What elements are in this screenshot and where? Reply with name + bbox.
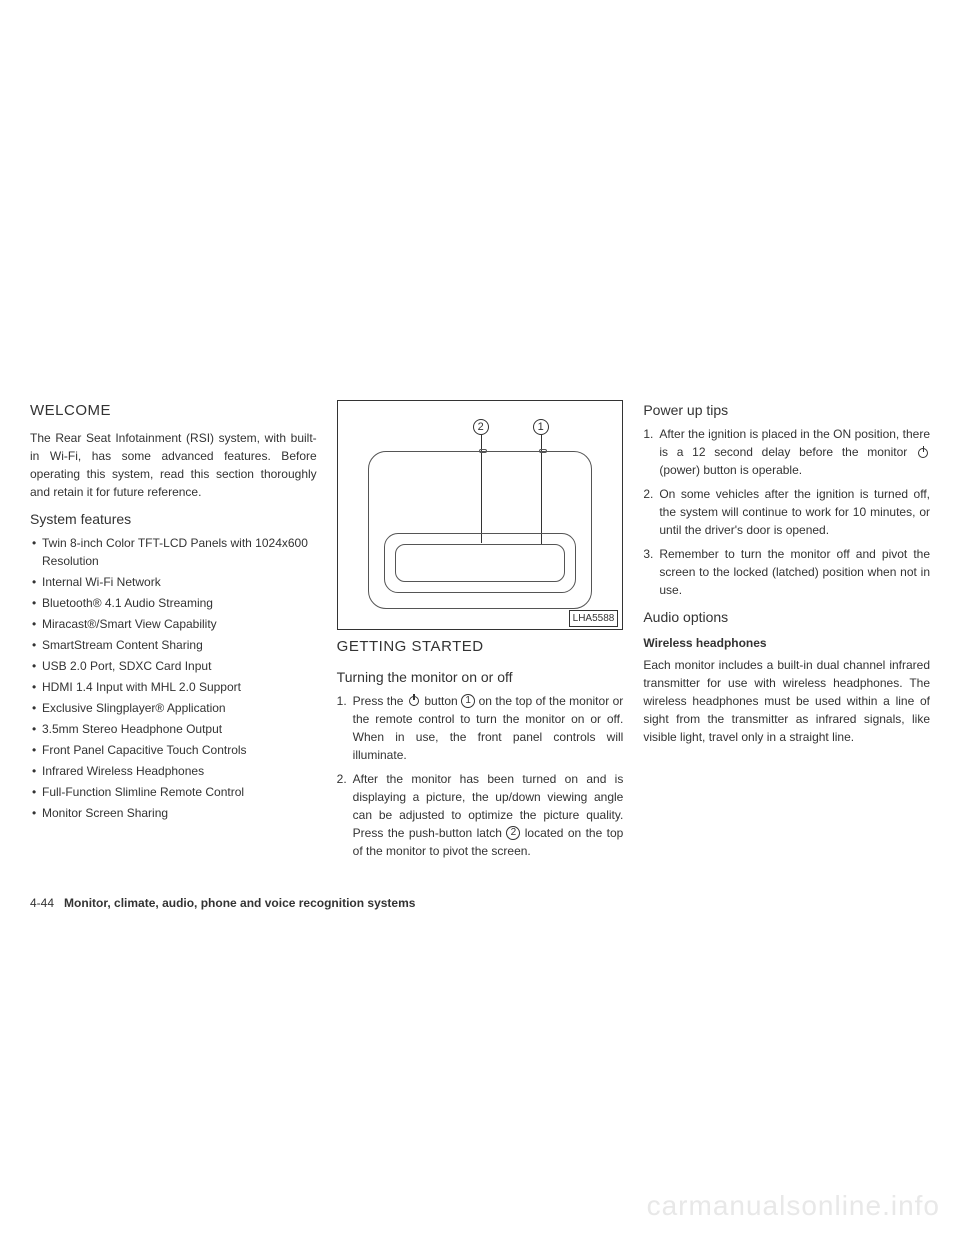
watermark-text: carmanualsonline.info: [647, 1190, 940, 1222]
turning-monitor-heading: Turning the monitor on or off: [337, 667, 624, 688]
feature-item: Exclusive Slingplayer® Application: [30, 699, 317, 717]
feature-item: SmartStream Content Sharing: [30, 636, 317, 654]
step-1: 1. Press the button 1 on the top of the …: [337, 692, 624, 764]
monitor-screen-outline: [384, 533, 577, 593]
tip-1-text-post: (power) button is operable.: [659, 463, 802, 477]
feature-item: Bluetooth® 4.1 Audio Streaming: [30, 594, 317, 612]
wireless-headphones-heading: Wireless headphones: [643, 634, 930, 652]
callout-2-circle: 2: [473, 419, 489, 435]
power-icon: [409, 696, 419, 706]
feature-item: Monitor Screen Sharing: [30, 804, 317, 822]
tip-3: 3. Remember to turn the monitor off and …: [643, 545, 930, 599]
tip-number: 2.: [643, 485, 653, 503]
page-footer: 4-44 Monitor, climate, audio, phone and …: [30, 896, 930, 910]
getting-started-heading: GETTING STARTED: [337, 636, 624, 659]
welcome-heading: WELCOME: [30, 400, 317, 423]
power-up-tips-heading: Power up tips: [643, 400, 930, 421]
welcome-paragraph: The Rear Seat Infotainment (RSI) system,…: [30, 429, 317, 501]
tip-2: 2. On some vehicles after the ignition i…: [643, 485, 930, 539]
tip-number: 3.: [643, 545, 653, 563]
circled-1: 1: [461, 694, 475, 708]
tip-2-text: On some vehicles after the ignition is t…: [659, 487, 930, 537]
step-2: 2. After the monitor has been turned on …: [337, 770, 624, 860]
feature-item: 3.5mm Stereo Headphone Output: [30, 720, 317, 738]
feature-item: HDMI 1.4 Input with MHL 2.0 Support: [30, 678, 317, 696]
audio-options-heading: Audio options: [643, 607, 930, 628]
step-number: 1.: [337, 692, 347, 710]
getting-started-steps: 1. Press the button 1 on the top of the …: [337, 692, 624, 860]
circled-2: 2: [506, 826, 520, 840]
system-features-heading: System features: [30, 509, 317, 530]
features-list: Twin 8-inch Color TFT-LCD Panels with 10…: [30, 534, 317, 822]
feature-item: Twin 8-inch Color TFT-LCD Panels with 10…: [30, 534, 317, 570]
page-number: 4-44: [30, 896, 54, 910]
power-icon: [918, 448, 928, 458]
figure-label: LHA5588: [569, 610, 619, 627]
feature-item: Miracast®/Smart View Capability: [30, 615, 317, 633]
column-1: WELCOME The Rear Seat Infotainment (RSI)…: [30, 400, 317, 866]
callout-1-circle: 1: [533, 419, 549, 435]
power-up-tips-list: 1. After the ignition is placed in the O…: [643, 425, 930, 599]
page-content: WELCOME The Rear Seat Infotainment (RSI)…: [0, 0, 960, 940]
feature-item: Front Panel Capacitive Touch Controls: [30, 741, 317, 759]
feature-item: Internal Wi-Fi Network: [30, 573, 317, 591]
monitor-top-button-2: [479, 449, 487, 453]
tip-3-text: Remember to turn the monitor off and piv…: [659, 547, 930, 597]
footer-section-title: Monitor, climate, audio, phone and voice…: [64, 896, 415, 910]
monitor-inner-outline: [395, 544, 566, 582]
feature-item: Full-Function Slimline Remote Control: [30, 783, 317, 801]
column-2: 2 1 LHA5588 GETTING STARTED Turning the …: [337, 400, 624, 866]
monitor-figure: 2 1 LHA5588: [337, 400, 624, 630]
feature-item: USB 2.0 Port, SDXC Card Input: [30, 657, 317, 675]
wireless-headphones-paragraph: Each monitor includes a built-in dual ch…: [643, 656, 930, 746]
tip-1: 1. After the ignition is placed in the O…: [643, 425, 930, 479]
tip-1-text-pre: After the ignition is placed in the ON p…: [659, 427, 930, 459]
column-3: Power up tips 1. After the ignition is p…: [643, 400, 930, 866]
step-number: 2.: [337, 770, 347, 788]
step-1-text-pre: Press the: [353, 694, 404, 708]
feature-item: Infrared Wireless Headphones: [30, 762, 317, 780]
monitor-top-button-1: [539, 449, 547, 453]
step-1-text-mid: button: [424, 694, 457, 708]
monitor-body-outline: [368, 451, 593, 609]
column-container: WELCOME The Rear Seat Infotainment (RSI)…: [30, 400, 930, 866]
tip-number: 1.: [643, 425, 653, 443]
